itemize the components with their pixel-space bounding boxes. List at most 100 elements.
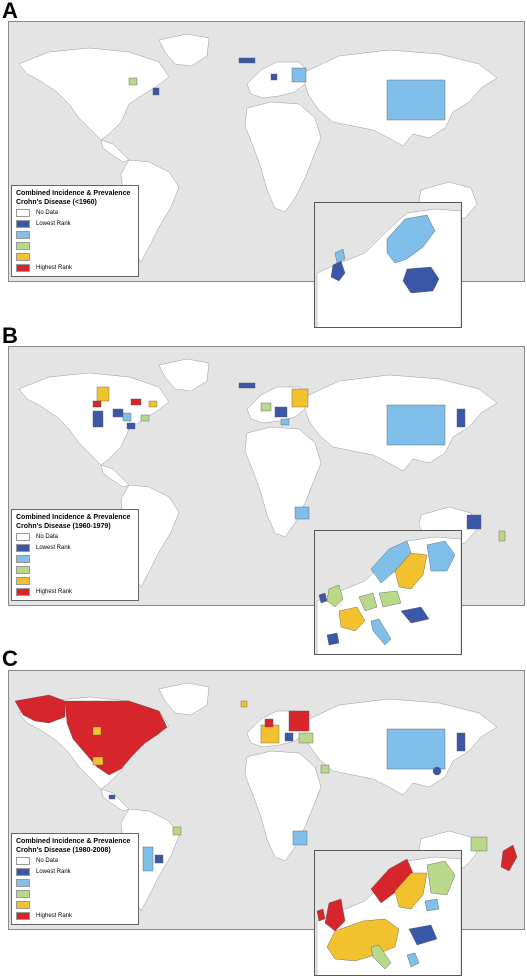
legend-label: Highest Rank — [36, 589, 73, 595]
legend-swatch — [16, 533, 30, 541]
panel-letter-c: C — [2, 646, 18, 671]
legend-label: No Data — [36, 534, 59, 540]
legend-item-a-4 — [16, 252, 134, 262]
europe-inset-c-svg — [316, 856, 461, 975]
region-baltic-a — [270, 73, 278, 81]
legend-a: Combined Incidence & Prevalence Crohn's … — [11, 185, 139, 277]
region-alaska-c — [14, 694, 66, 724]
region-usa-mid-b — [112, 408, 124, 418]
legend-subtitle-a: Crohn's Disease (<1960) — [16, 199, 97, 206]
panel-letter-b: B — [2, 323, 18, 348]
legend-c: Combined Incidence & Prevalence Crohn's … — [11, 833, 139, 925]
central-america-c — [100, 788, 130, 812]
legend-swatch — [16, 577, 30, 585]
inset-greece-c — [406, 952, 420, 968]
region-usa-central-b — [122, 412, 132, 422]
legend-heading-b: Combined Incidence & Prevalence — [16, 514, 131, 521]
panel-letter-a: A — [2, 0, 18, 23]
region-australia-se-c — [470, 836, 488, 852]
legend-swatch — [16, 544, 30, 552]
inset-poland-b — [378, 590, 402, 608]
central-america-b — [100, 464, 130, 488]
region-canada-east-b — [148, 400, 158, 408]
legend-swatch — [16, 857, 30, 865]
region-uruguay-c — [154, 854, 164, 864]
legend-swatch — [16, 231, 30, 239]
legend-label: No Data — [36, 210, 59, 216]
legend-item-b-3 — [16, 565, 134, 575]
africa-a — [244, 101, 322, 213]
legend-item-a-1: Lowest Rank — [16, 219, 134, 229]
data-regions-a — [128, 57, 446, 121]
inset-uk-b — [326, 584, 344, 608]
central-america-a — [100, 139, 130, 163]
region-europe-c-b — [274, 406, 288, 418]
region-canada-a — [128, 77, 138, 86]
region-japan-c — [456, 732, 466, 752]
legend-swatch — [16, 588, 30, 596]
legend-heading-a: Combined Incidence & Prevalence — [16, 190, 131, 197]
legend-swatch — [16, 901, 30, 909]
legend-label: Lowest Rank — [36, 545, 71, 551]
legend-item-c-3 — [16, 889, 134, 899]
legend-swatch — [16, 242, 30, 250]
legend-item-a-0: No Data — [16, 208, 134, 218]
legend-swatch — [16, 566, 30, 574]
legend-label: Lowest Rank — [36, 869, 71, 875]
region-new-zealand-c — [500, 844, 518, 872]
inset-germany-b — [358, 592, 378, 612]
data-regions-b — [92, 382, 506, 542]
inset-france-b — [338, 606, 366, 632]
legend-item-c-1: Lowest Rank — [16, 867, 134, 877]
north-america-a — [18, 47, 170, 141]
legend-item-b-0: No Data — [16, 532, 134, 542]
region-south-africa-b — [294, 506, 310, 520]
legend-swatch — [16, 253, 30, 261]
europe-inset-a — [314, 202, 462, 328]
world-map-a: Combined Incidence & Prevalence Crohn's … — [8, 21, 525, 282]
greenland-a — [158, 33, 210, 67]
region-scandinavia-b — [291, 388, 309, 408]
legend-swatch — [16, 912, 30, 920]
inset-hungary-c — [408, 924, 438, 946]
legend-swatch — [16, 868, 30, 876]
world-map-b: Combined Incidence & Prevalence Crohn's … — [8, 346, 525, 606]
inset-ireland-b — [318, 592, 328, 604]
legend-label: Highest Rank — [36, 265, 73, 271]
legend-item-c-0: No Data — [16, 856, 134, 866]
region-china-a — [386, 79, 446, 121]
region-scandinavia-c — [288, 710, 310, 732]
legend-item-a-5: Highest Rank — [16, 263, 134, 273]
region-canada-north-b — [96, 386, 110, 402]
legend-label: Lowest Rank — [36, 221, 71, 227]
inset-finland-b — [426, 540, 456, 572]
legend-swatch — [16, 209, 30, 217]
legend-item-c-4 — [16, 900, 134, 910]
data-regions-c — [14, 694, 518, 872]
legend-b: Combined Incidence & Prevalence Crohn's … — [11, 509, 139, 601]
region-argentina-c — [142, 846, 154, 872]
legend-heading-c: Combined Incidence & Prevalence — [16, 838, 131, 845]
region-brazil-c — [172, 826, 182, 836]
region-europe-east-c — [298, 732, 314, 744]
region-central-america-c — [108, 794, 116, 800]
region-china-c — [386, 728, 446, 770]
inset-ireland-c — [316, 908, 326, 922]
region-europe-w-b — [260, 402, 272, 412]
inset-spain-b — [326, 632, 340, 646]
europe-inset-a-svg — [316, 208, 461, 327]
inset-scandinavia-a — [386, 214, 436, 264]
legend-label: No Data — [36, 858, 59, 864]
inset-baltic-c — [424, 898, 440, 912]
legend-swatch — [16, 890, 30, 898]
greenland-c — [158, 682, 210, 716]
inset-sweden-b — [394, 552, 428, 590]
region-europe-blue-c — [284, 732, 294, 742]
legend-swatch — [16, 555, 30, 563]
legend-item-a-3 — [16, 241, 134, 251]
region-canada-west-b — [92, 400, 102, 408]
inset-uk-c — [324, 898, 346, 932]
region-uk-c — [240, 700, 248, 708]
region-japan-b — [456, 408, 466, 428]
greenland-b — [158, 358, 210, 392]
